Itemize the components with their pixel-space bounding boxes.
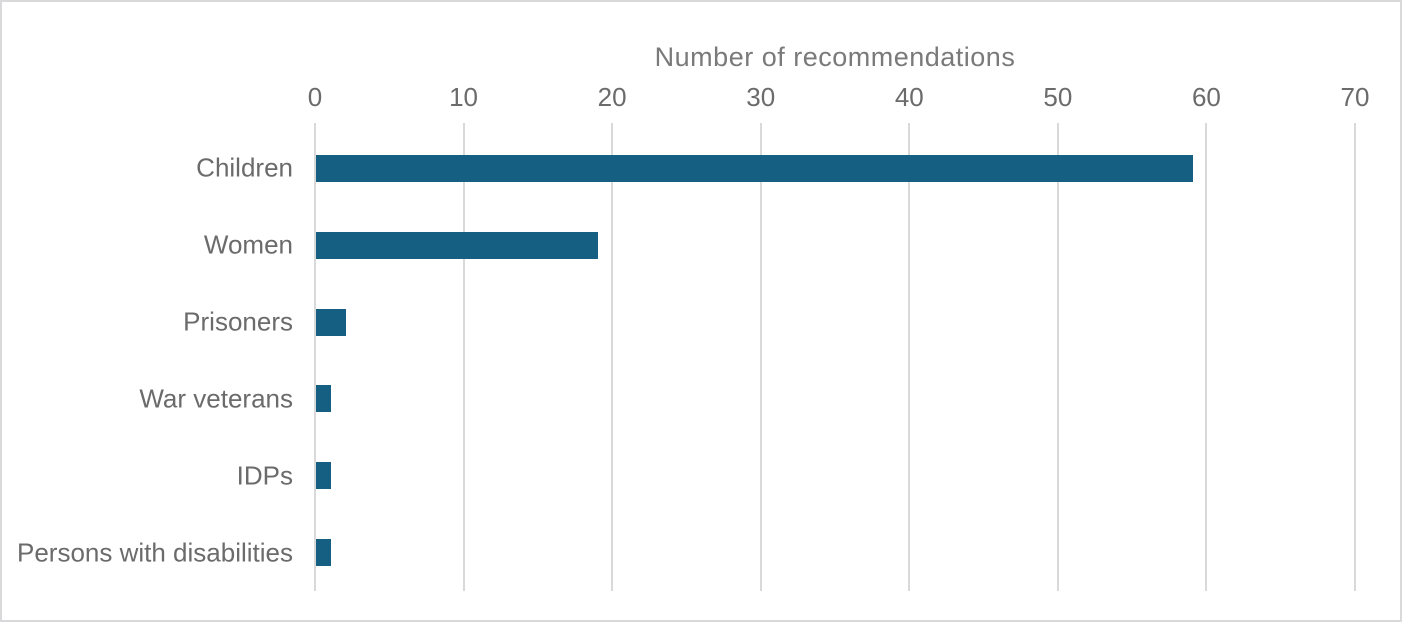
x-axis-tick-label: 60 [1191, 82, 1221, 112]
bar-war-veterans [316, 385, 331, 413]
plot-area [314, 123, 1356, 591]
bar-idps [316, 462, 331, 490]
bar-persons-with-disabilities [316, 539, 331, 567]
gridline [759, 123, 762, 591]
gridline [908, 123, 911, 591]
category-label: Children [196, 152, 293, 183]
x-axis-tick-label: 10 [449, 82, 479, 112]
gridline [1205, 123, 1208, 591]
x-axis-tick-label: 20 [597, 82, 627, 112]
x-axis-tick-label: 70 [1340, 82, 1370, 112]
gridline [1056, 123, 1059, 591]
gridline [462, 123, 465, 591]
x-axis-tick-label: 50 [1043, 82, 1073, 112]
x-axis-tick-label: 0 [307, 82, 323, 112]
category-label: Women [203, 229, 293, 260]
x-axis-tick-label: 30 [746, 82, 776, 112]
category-label: IDPs [236, 460, 293, 491]
category-label: War veterans [139, 383, 293, 414]
category-label: Persons with disabilities [16, 537, 293, 568]
chart-title: Number of recommendations [654, 42, 1016, 72]
category-label: Prisoners [183, 306, 293, 337]
gridline [611, 123, 614, 591]
gridline [314, 123, 316, 591]
bar-women [316, 231, 599, 259]
gridline [1354, 123, 1356, 591]
bar-prisoners [316, 308, 346, 336]
x-axis-tick-label: 40 [894, 82, 924, 112]
bar-children [316, 154, 1193, 182]
